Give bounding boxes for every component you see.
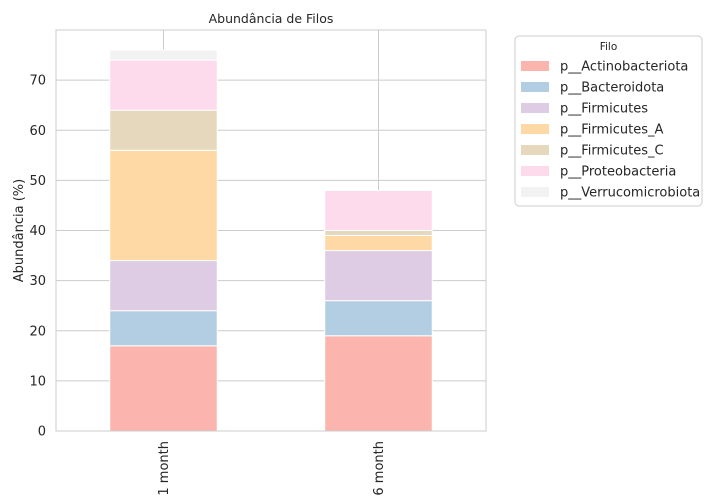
legend-label: p__Bacteroidota bbox=[560, 81, 664, 96]
y-tick-label: 20 bbox=[29, 324, 46, 339]
bar-segment bbox=[109, 260, 218, 312]
legend-label: p__Firmicutes_A bbox=[560, 123, 664, 138]
bar-segment bbox=[324, 300, 433, 337]
chart-title: Abundância de Filos bbox=[209, 11, 334, 26]
legend-title: Filo bbox=[600, 41, 618, 53]
bar-segment bbox=[324, 189, 433, 231]
bar-segment bbox=[109, 109, 218, 151]
legend-box bbox=[514, 35, 703, 207]
x-tick-labels: 1 month 6 month bbox=[157, 441, 387, 496]
legend-label: p__Firmicutes bbox=[560, 102, 648, 117]
bar-segment bbox=[324, 250, 433, 302]
bar-segment bbox=[109, 345, 218, 432]
y-tick-label: 40 bbox=[29, 224, 46, 239]
bar-segment bbox=[324, 335, 433, 432]
y-tick-label: 0 bbox=[38, 425, 46, 440]
legend-label: p__Actinobacteriota bbox=[560, 60, 688, 75]
legend-items: p__Actinobacteriota p__Bacteroidota p__Fir… bbox=[521, 60, 700, 201]
y-axis-label: Abundância (%) bbox=[12, 179, 27, 282]
legend: Filo p__Actinobacteriotap__Bacteroidotap… bbox=[514, 35, 703, 207]
y-tick-label: 10 bbox=[29, 374, 46, 389]
bar-segment bbox=[109, 49, 218, 61]
y-tick-label: 60 bbox=[29, 124, 46, 139]
legend-label: p__Firmicutes_C bbox=[560, 144, 664, 159]
bar-segment bbox=[109, 149, 218, 262]
bars bbox=[109, 49, 433, 432]
x-tick-label: 1 month bbox=[157, 441, 172, 496]
legend-label: p__Proteobacteria bbox=[560, 165, 676, 180]
legend-label: p__Verrucomicrobiota bbox=[560, 186, 700, 201]
legend-swatch bbox=[521, 103, 549, 113]
legend-swatch bbox=[521, 187, 549, 197]
y-tick-labels: 0 10 20 30 40 50 60 70 bbox=[29, 74, 46, 440]
y-tick-label: 50 bbox=[29, 174, 46, 189]
y-tick-label: 30 bbox=[29, 274, 46, 289]
legend-swatch bbox=[521, 124, 549, 134]
bar-segment bbox=[109, 59, 218, 111]
bar-segment bbox=[324, 230, 433, 237]
bar-segment bbox=[324, 235, 433, 252]
legend-swatch bbox=[521, 61, 549, 71]
plot-frame bbox=[55, 29, 487, 432]
bar-segment bbox=[109, 310, 218, 347]
legend-swatch bbox=[521, 82, 549, 92]
x-tick-label: 6 month bbox=[372, 441, 387, 496]
legend-swatch bbox=[521, 145, 549, 155]
y-tick-label: 70 bbox=[29, 74, 46, 89]
legend-swatch bbox=[521, 166, 549, 176]
